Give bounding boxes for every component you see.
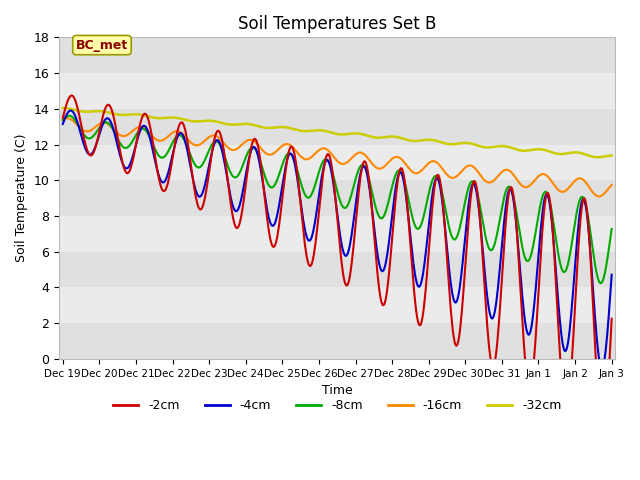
Bar	[59, 252, 615, 288]
-16cm	[182, 134, 189, 140]
-2cm	[598, 427, 606, 433]
Bar	[59, 216, 615, 252]
-16cm	[421, 164, 429, 170]
-8cm	[211, 139, 219, 144]
-4cm	[598, 365, 605, 371]
-32cm	[210, 118, 218, 124]
-8cm	[608, 226, 616, 232]
-32cm	[404, 137, 412, 143]
-8cm	[182, 140, 189, 146]
Bar	[59, 288, 615, 323]
-2cm	[404, 218, 412, 224]
Bar	[59, 109, 615, 144]
Line: -16cm: -16cm	[63, 118, 612, 196]
Line: -2cm: -2cm	[63, 96, 612, 430]
Bar	[59, 323, 615, 359]
X-axis label: Time: Time	[322, 384, 353, 397]
-32cm	[59, 105, 67, 111]
Text: BC_met: BC_met	[76, 38, 128, 51]
-8cm	[404, 197, 412, 203]
-32cm	[181, 117, 189, 122]
-2cm	[182, 129, 189, 135]
-2cm	[126, 167, 134, 173]
-16cm	[608, 182, 616, 188]
-8cm	[126, 142, 134, 148]
Line: -32cm: -32cm	[63, 108, 612, 157]
-4cm	[211, 140, 219, 146]
-16cm	[59, 117, 67, 122]
-2cm	[70, 94, 77, 100]
-8cm	[70, 115, 77, 121]
-4cm	[126, 162, 134, 168]
-32cm	[593, 155, 601, 160]
Y-axis label: Soil Temperature (C): Soil Temperature (C)	[15, 134, 28, 263]
-16cm	[70, 119, 77, 124]
-4cm	[421, 259, 429, 265]
-8cm	[59, 117, 67, 123]
-4cm	[59, 121, 67, 127]
Bar	[59, 37, 615, 73]
Legend: -2cm, -4cm, -8cm, -16cm, -32cm: -2cm, -4cm, -8cm, -16cm, -32cm	[108, 394, 566, 417]
-8cm	[421, 209, 429, 215]
Line: -8cm: -8cm	[63, 116, 612, 283]
-4cm	[67, 108, 74, 113]
-4cm	[404, 216, 412, 222]
Bar	[59, 73, 615, 109]
-8cm	[597, 280, 605, 286]
-16cm	[404, 165, 412, 171]
-16cm	[63, 115, 71, 121]
-32cm	[420, 137, 428, 143]
-4cm	[70, 110, 77, 116]
-32cm	[125, 112, 133, 118]
Line: -4cm: -4cm	[63, 110, 612, 368]
-2cm	[59, 115, 67, 120]
-4cm	[608, 272, 616, 277]
Bar	[59, 180, 615, 216]
-2cm	[68, 93, 76, 98]
-8cm	[65, 113, 73, 119]
-2cm	[421, 298, 429, 303]
-16cm	[126, 130, 134, 136]
-16cm	[595, 193, 602, 199]
-32cm	[69, 107, 77, 112]
Bar	[59, 144, 615, 180]
-16cm	[211, 132, 219, 138]
-2cm	[211, 135, 219, 141]
Title: Soil Temperatures Set B: Soil Temperatures Set B	[238, 15, 436, 33]
-4cm	[182, 141, 189, 146]
-2cm	[608, 316, 616, 322]
-32cm	[608, 153, 616, 158]
